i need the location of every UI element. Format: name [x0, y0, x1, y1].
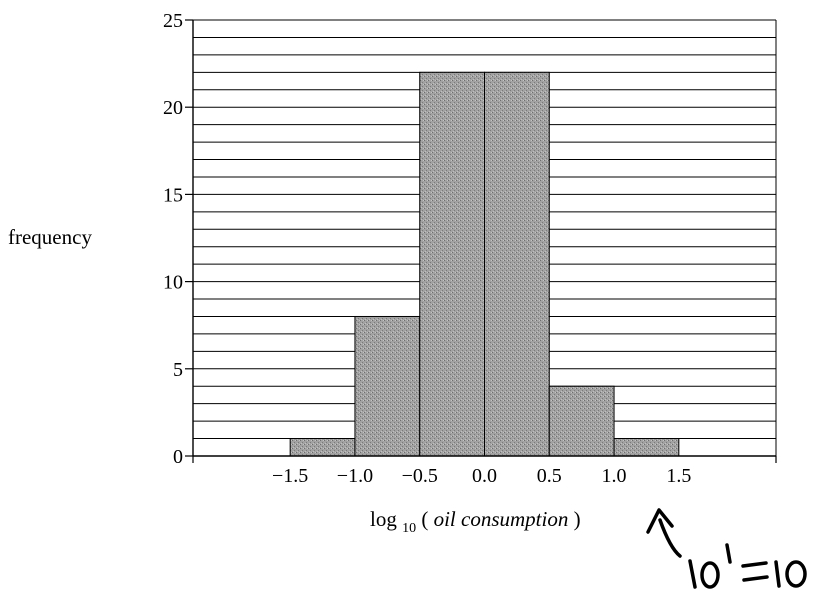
x-axis-title: log 10 ( oil consumption ): [370, 507, 581, 537]
annotation-arrow-head: [646, 508, 674, 534]
y-tick-label: 25: [163, 10, 183, 32]
annotation-superscript: [725, 543, 732, 564]
histogram-bars: [289, 71, 680, 457]
axes: [185, 19, 777, 463]
x-tick-label: −0.5: [402, 465, 438, 487]
histogram-bar: [548, 385, 615, 457]
handwritten-annotation: [646, 508, 807, 589]
x-tick-label: 1.5: [666, 465, 691, 487]
x-tick-label: −1.0: [337, 465, 373, 487]
x-axis-title-subscript: 10: [402, 521, 416, 536]
histogram-bar: [419, 71, 486, 457]
y-axis-title: frequency: [8, 225, 92, 249]
histogram-bar: [289, 438, 356, 457]
annotation-equals-bottom: [742, 575, 769, 582]
histogram-bar: [354, 315, 421, 457]
tick-labels: 0 5 10 15 20 25 −1.5 −1.0 −0.5 0.0 0.5 1.0 1.5: [163, 10, 691, 487]
x-axis-title-italic: oil consumption: [434, 507, 569, 531]
histogram-bar: [484, 71, 550, 457]
annotation-digit-1b: [774, 560, 781, 588]
annotation-arrow-shaft: [658, 518, 682, 558]
annotation-digit-1: [688, 559, 697, 589]
x-tick-label: 0.0: [472, 465, 497, 487]
x-axis-title-open: (: [421, 507, 428, 531]
annotation-equals-top: [741, 561, 768, 568]
y-tick-label: 0: [173, 446, 183, 468]
y-tick-label: 10: [163, 272, 183, 294]
x-tick-label: 1.0: [602, 465, 627, 487]
y-tick-label: 5: [173, 359, 183, 381]
y-tick-label: 15: [163, 184, 183, 206]
x-tick-label: −1.5: [272, 465, 308, 487]
x-axis-title-prefix: log: [370, 507, 397, 531]
x-tick-label: 0.5: [537, 465, 562, 487]
annotation-digit-0: [700, 561, 720, 589]
y-tick-label: 20: [163, 97, 183, 119]
x-axis-title-close: ): [574, 507, 581, 531]
annotation-digit-0b: [785, 560, 807, 588]
histogram-bar: [613, 438, 680, 457]
